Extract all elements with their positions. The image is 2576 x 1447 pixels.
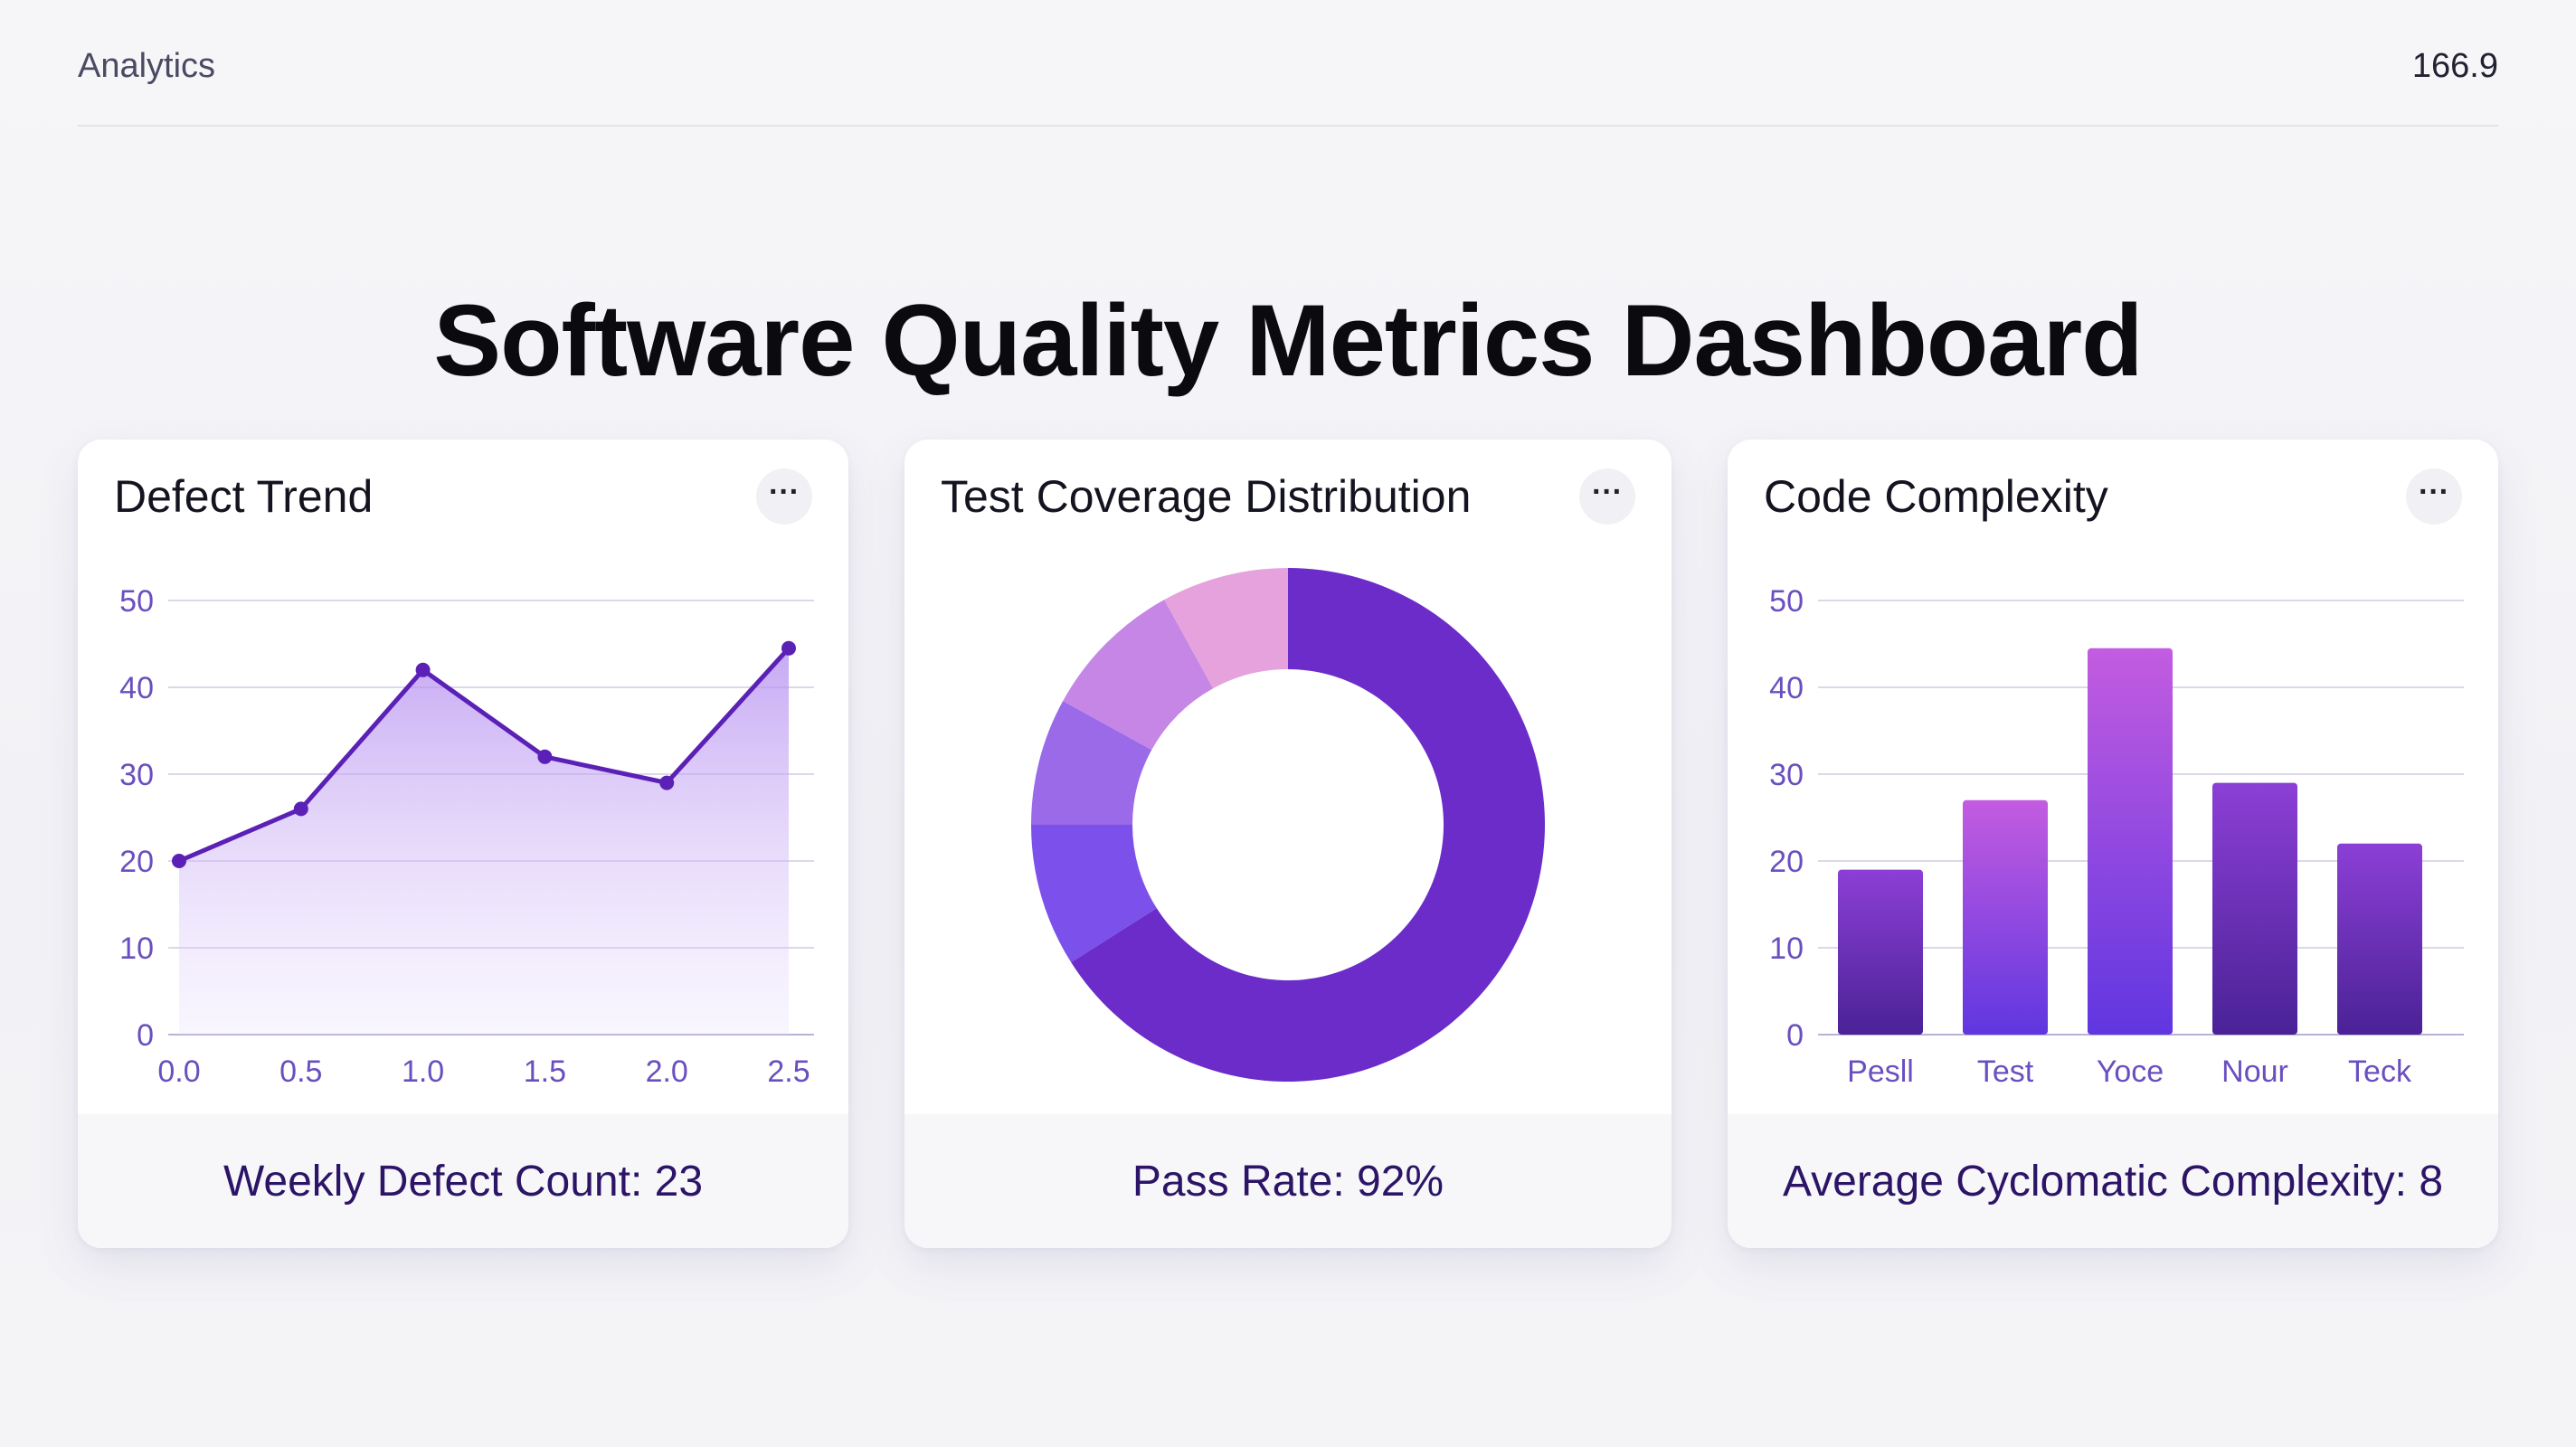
page-title: Software Quality Metrics Dashboard [433,284,2143,397]
x-tick-label: 1.5 [524,1055,566,1089]
area-fill [179,648,789,1035]
coverage-card: Test Coverage Distribution ··· Pass Rate… [904,440,1672,1248]
header-value: 166.9 [2411,47,2498,85]
data-point [659,775,675,790]
donut-slice [1063,600,1214,751]
y-tick-label: 50 [1769,584,1804,619]
series-line [178,647,791,864]
data-point [537,749,553,764]
top-bar: Analytics 166.9 [78,0,2498,127]
x-category-label: Yoce [2097,1055,2164,1089]
complexity-more-button[interactable]: ··· [2406,468,2462,525]
data-point [781,640,796,656]
more-horizontal-icon: ··· [769,475,800,509]
complexity-title: Code Complexity [1764,471,2108,522]
coverage-more-button[interactable]: ··· [1579,468,1635,525]
complexity-footer: Average Cyclomatic Complexity: 8 [1728,1114,2498,1248]
coverage-title: Test Coverage Distribution [941,471,1472,522]
data-point [415,662,431,677]
y-tick-label: 50 [119,584,154,619]
bar [2088,648,2173,1035]
y-tick-label: 20 [119,845,154,879]
bar [1963,799,2048,1035]
more-horizontal-icon: ··· [1592,475,1623,509]
bar [2212,782,2297,1035]
x-category-label: Nour [2221,1055,2288,1089]
x-category-label: Test [1977,1055,2034,1089]
x-category-label: Teck [2348,1055,2412,1089]
defect-trend-footer: Weekly Defect Count: 23 [78,1114,848,1248]
y-tick-label: 0 [1786,1018,1804,1053]
defect-trend-title: Defect Trend [114,471,374,522]
y-tick-label: 0 [137,1018,154,1053]
donut-slice [1164,568,1288,689]
y-tick-label: 40 [119,671,154,705]
coverage-footer: Pass Rate: 92% [904,1114,1672,1248]
x-tick-label: 1.0 [402,1055,444,1089]
x-tick-label: 2.5 [767,1055,810,1089]
y-tick-label: 30 [119,758,154,792]
x-tick-label: 0.0 [157,1055,200,1089]
x-category-label: Pesll [1847,1055,1914,1089]
y-tick-label: 20 [1769,845,1804,879]
x-tick-label: 2.0 [646,1055,688,1089]
defect-trend-card: Defect Trend ··· 0 10 20 30 40 50 0.0 0.5 1.0 1.5… [78,440,848,1248]
y-tick-label: 10 [1769,932,1804,966]
donut-slice [1031,701,1152,825]
coverage-donut-chart [1031,568,1545,1082]
defect-trend-chart: 0 10 20 30 40 50 0.0 0.5 1.0 1.5 2.0 2.5 [119,584,814,1089]
donut-slice [1071,568,1545,1082]
bar [2337,843,2422,1035]
data-point [172,854,186,868]
x-tick-label: 0.5 [279,1055,322,1089]
bar [1838,869,1923,1035]
more-horizontal-icon: ··· [2419,475,2449,509]
donut-slice [1031,825,1157,963]
y-tick-label: 10 [119,932,154,966]
defect-trend-more-button[interactable]: ··· [756,468,812,525]
complexity-bar-chart: 0 10 20 30 40 50 Pesll Test Yoce Nour Teck [1769,584,2464,1089]
y-tick-label: 40 [1769,671,1804,705]
y-tick-label: 30 [1769,758,1804,792]
data-point [293,801,308,817]
complexity-card: Code Complexity ··· 0 10 20 30 40 50 Pesll Test… [1728,440,2498,1248]
app-title: Analytics [78,47,216,85]
